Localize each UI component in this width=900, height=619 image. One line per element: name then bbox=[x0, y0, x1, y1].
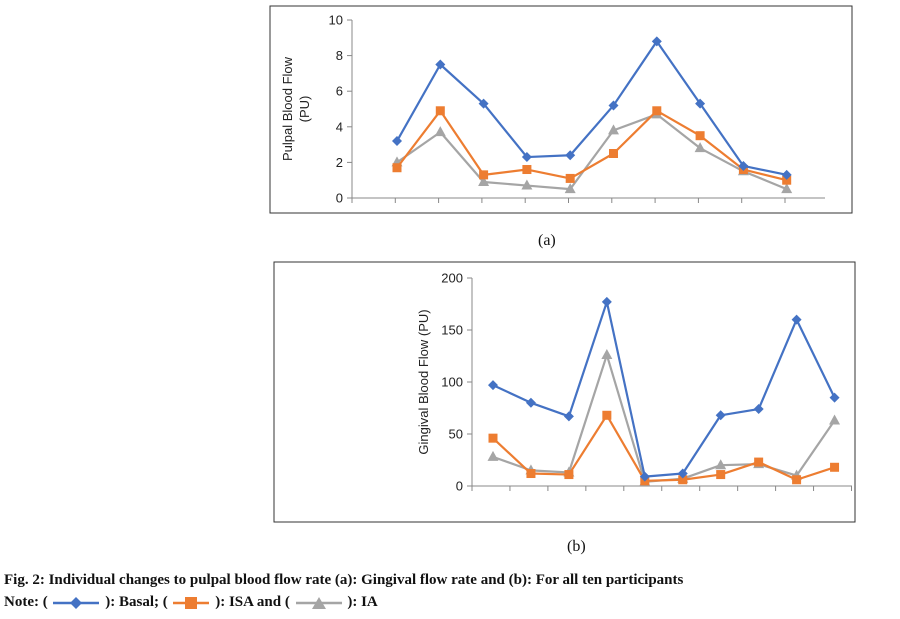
point-isa-a-7 bbox=[695, 131, 705, 141]
chart-frame-b bbox=[273, 261, 856, 523]
y-tick-label-a-3: 6 bbox=[336, 84, 343, 99]
point-isa-a-6 bbox=[652, 106, 662, 116]
y-axis-title-a: Pulpal Blood Flow bbox=[280, 56, 295, 161]
point-ia-a-1 bbox=[434, 126, 446, 137]
panel-label-b: (b) bbox=[567, 538, 586, 555]
note-isa: ): ISA and ( bbox=[215, 594, 290, 610]
series-line-isa-b bbox=[492, 414, 835, 482]
point-basal-b-4 bbox=[639, 471, 650, 482]
note-ia: ): IA bbox=[347, 594, 378, 610]
point-isa-a-9 bbox=[782, 175, 792, 185]
series-line-basal-a bbox=[396, 40, 787, 176]
chart-frame-a bbox=[269, 5, 853, 214]
caption-line1: Fig. 2: Individual changes to pulpal blo… bbox=[4, 572, 684, 588]
y-tick-label-b-1: 50 bbox=[449, 427, 463, 442]
point-isa-a-1 bbox=[435, 106, 445, 116]
point-basal-a-0 bbox=[392, 136, 402, 147]
chart-b-gingival-blood-flow: 0 50 100 150 200 Gingival Blood Flow (PU) bbox=[273, 261, 856, 523]
point-isa-b-3 bbox=[602, 410, 612, 420]
point-basal-b-1 bbox=[525, 397, 536, 408]
point-basal-b-3 bbox=[601, 296, 612, 307]
note-basal: ): Basal; ( bbox=[105, 594, 168, 610]
point-basal-b-7 bbox=[753, 404, 764, 415]
point-basal-a-5 bbox=[608, 100, 619, 111]
point-isa-a-0 bbox=[392, 163, 402, 173]
point-isa-b-9 bbox=[830, 462, 840, 472]
point-basal-a-1 bbox=[435, 59, 446, 70]
point-basal-a-8 bbox=[738, 160, 749, 171]
figure-caption: Fig. 2: Individual changes to pulpal blo… bbox=[4, 572, 683, 589]
panel-label-a: (a) bbox=[538, 232, 556, 249]
point-ia-a-9 bbox=[781, 183, 793, 194]
point-ia-b-3 bbox=[601, 348, 613, 359]
y-axis-title-unit-a: (PU) bbox=[297, 96, 312, 123]
point-isa-b-0 bbox=[488, 433, 498, 443]
point-isa-a-5 bbox=[609, 149, 618, 158]
y-tick-label-a-5: 10 bbox=[329, 13, 343, 28]
point-basal-a-7 bbox=[695, 98, 706, 109]
point-basal-a-4 bbox=[565, 150, 576, 161]
point-basal-a-6 bbox=[651, 36, 662, 47]
y-tick-label-a-1: 2 bbox=[336, 155, 343, 170]
point-basal-b-6 bbox=[715, 410, 726, 421]
point-basal-a-2 bbox=[478, 98, 489, 109]
point-isa-b-2 bbox=[564, 470, 574, 480]
legend-note: Note: ( ): Basal; ( ): ISA and ( ): IA bbox=[4, 594, 378, 611]
series-line-isa-a bbox=[396, 109, 787, 182]
series-line-basal-b bbox=[492, 300, 836, 478]
chart-a-pulpal-blood-flow: 0 2 4 6 8 10 Pulpal Blood Flow (PU) bbox=[269, 5, 853, 214]
legend-ia-icon bbox=[295, 596, 342, 609]
y-tick-label-a-2: 4 bbox=[336, 119, 343, 134]
point-ia-a-3 bbox=[521, 179, 533, 190]
point-isa-b-8 bbox=[792, 475, 802, 485]
point-ia-a-5 bbox=[608, 124, 619, 135]
point-basal-b-0 bbox=[488, 380, 498, 391]
point-basal-b-8 bbox=[791, 314, 802, 325]
point-isa-b-1 bbox=[526, 469, 536, 479]
point-isa-a-3 bbox=[522, 165, 532, 175]
series-line-ia-a bbox=[396, 113, 788, 191]
point-isa-b-6 bbox=[716, 470, 726, 480]
point-ia-b-0 bbox=[487, 450, 499, 461]
note-prefix: Note: ( bbox=[4, 594, 48, 610]
legend-isa-icon bbox=[173, 596, 210, 609]
point-isa-a-4 bbox=[565, 173, 575, 183]
y-tick-label-a-4: 8 bbox=[336, 48, 343, 63]
point-isa-b-5 bbox=[678, 475, 688, 485]
point-basal-a-3 bbox=[521, 152, 532, 163]
y-tick-label-b-0: 0 bbox=[456, 479, 463, 494]
y-tick-label-b-2: 100 bbox=[441, 375, 463, 390]
point-ia-b-9 bbox=[829, 414, 841, 425]
point-ia-b-6 bbox=[715, 459, 727, 470]
y-axis-title-b: Gingival Blood Flow (PU) bbox=[416, 309, 431, 454]
y-tick-label-b-4: 200 bbox=[441, 271, 463, 286]
y-tick-label-b-3: 150 bbox=[441, 323, 463, 338]
point-ia-a-4 bbox=[564, 183, 576, 194]
point-isa-a-2 bbox=[479, 170, 489, 180]
point-isa-b-7 bbox=[754, 457, 764, 467]
point-basal-b-2 bbox=[563, 411, 574, 422]
point-ia-a-2 bbox=[478, 175, 490, 186]
point-ia-a-7 bbox=[694, 142, 706, 153]
point-basal-b-5 bbox=[677, 468, 688, 479]
point-basal-a-9 bbox=[781, 169, 792, 180]
y-tick-label-a-0: 0 bbox=[336, 191, 343, 206]
point-basal-b-9 bbox=[829, 392, 840, 403]
legend-basal-icon bbox=[53, 596, 100, 609]
